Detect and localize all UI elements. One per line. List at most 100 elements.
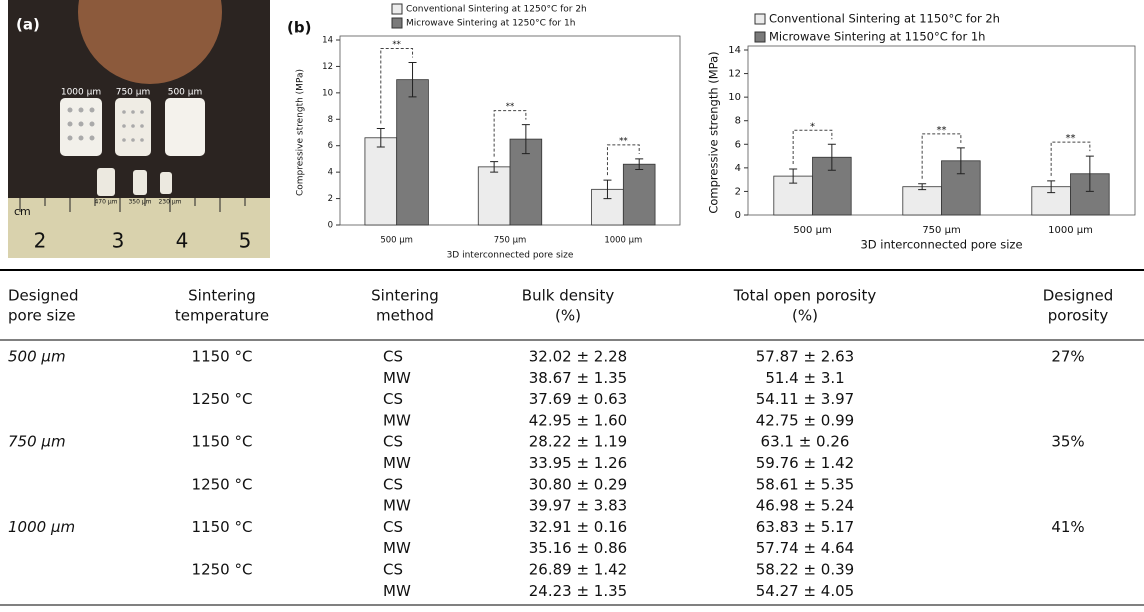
table-header: Designed — [8, 287, 79, 305]
table-cell: CS — [383, 433, 403, 451]
table-cell: 57.87 ± 2.63 — [756, 348, 854, 366]
x-tick-label: 1000 µm — [1048, 225, 1093, 236]
significance-label: ** — [506, 102, 515, 112]
table-header: Sintering — [188, 287, 256, 305]
significance-label: ** — [392, 40, 401, 50]
table-header: (%) — [792, 307, 818, 325]
table-cell: 27% — [1051, 348, 1084, 366]
table-cell: 750 μm — [8, 433, 66, 451]
bar — [365, 138, 397, 225]
table-cell: MW — [383, 369, 411, 387]
scaffold — [133, 170, 147, 195]
y-axis-label: Compressive strength (MPa) — [296, 69, 306, 196]
x-tick-label: 1000 µm — [604, 236, 642, 246]
y-tick-label: 14 — [728, 45, 741, 56]
legend-label: Conventional Sintering at 1150°C for 2h — [769, 12, 1000, 26]
table-cell: 1250 °C — [192, 475, 253, 493]
table-cell: 1250 °C — [192, 390, 253, 408]
ruler-number: 3 — [112, 229, 125, 253]
table-header: Designed — [1043, 287, 1114, 305]
table-header: temperature — [175, 307, 269, 325]
table-cell: 32.91 ± 0.16 — [529, 518, 627, 536]
legend-label: Conventional Sintering at 1250°C for 2h — [406, 5, 587, 15]
table-cell: 37.69 ± 0.63 — [529, 390, 627, 408]
table-cell: 38.67 ± 1.35 — [529, 369, 627, 387]
x-tick-label: 500 µm — [793, 225, 831, 236]
y-tick-label: 8 — [735, 116, 741, 127]
table-cell: 26.89 ± 1.42 — [529, 561, 627, 579]
significance-label: ** — [619, 136, 628, 146]
significance-label: ** — [1066, 133, 1076, 144]
table-cell: 41% — [1051, 518, 1084, 536]
table-cell: 54.11 ± 3.97 — [756, 390, 854, 408]
legend-swatch — [392, 4, 402, 14]
legend-swatch — [392, 18, 402, 28]
legend-swatch — [755, 32, 765, 42]
table-cell: 1150 °C — [192, 518, 253, 536]
y-tick-label: 4 — [735, 163, 741, 174]
photo-label: 500 µm — [168, 88, 203, 98]
significance-label: * — [810, 121, 815, 132]
table-cell: MW — [383, 539, 411, 557]
table-cell: 42.75 ± 0.99 — [756, 411, 854, 429]
y-axis-label: Compressive strength (MPa) — [707, 51, 721, 213]
photo-label: 470 µm — [94, 199, 117, 206]
table-cell: MW — [383, 411, 411, 429]
table-header: porosity — [1048, 307, 1109, 325]
bar — [903, 187, 942, 215]
y-tick-label: 6 — [328, 141, 333, 151]
photo-label: 350 µm — [128, 199, 151, 206]
table-cell: 58.61 ± 5.35 — [756, 475, 854, 493]
ruler-unit: cm — [14, 205, 31, 218]
table-cell: 58.22 ± 0.39 — [756, 561, 854, 579]
scaffold — [160, 172, 172, 194]
table-cell: 500 μm — [8, 348, 66, 366]
scaffold — [165, 98, 205, 156]
table-cell: 1250 °C — [192, 561, 253, 579]
photo-label: 1000 µm — [61, 88, 101, 98]
table-header: (%) — [555, 307, 581, 325]
x-tick-label: 750 µm — [494, 236, 527, 246]
table-cell: CS — [383, 390, 403, 408]
ruler-number: 5 — [239, 229, 252, 253]
table-cell: CS — [383, 348, 403, 366]
figure: (a) 1000 µm 750 µm 500 µm 470 µm 350 µm … — [0, 0, 1144, 612]
table-cell: 54.27 ± 4.05 — [756, 582, 854, 600]
table-cell: MW — [383, 497, 411, 515]
y-tick-label: 14 — [322, 36, 333, 46]
y-tick-label: 10 — [322, 88, 333, 98]
x-tick-label: 500 µm — [380, 236, 413, 246]
table-cell: 63.1 ± 0.26 — [761, 433, 850, 451]
y-tick-label: 0 — [735, 210, 741, 221]
table-cell: 63.83 ± 5.17 — [756, 518, 854, 536]
table-cell: 35.16 ± 0.86 — [529, 539, 627, 557]
x-tick-label: 750 µm — [922, 225, 960, 236]
table-cell: CS — [383, 518, 403, 536]
table-cell: 28.22 ± 1.19 — [529, 433, 627, 451]
table-cell: 24.23 ± 1.35 — [529, 582, 627, 600]
table-cell: 46.98 ± 5.24 — [756, 497, 854, 515]
table-cell: 39.97 ± 3.83 — [529, 497, 627, 515]
table-cell: 1150 °C — [192, 433, 253, 451]
table-header: Total open porosity — [733, 287, 877, 305]
photo-label: 750 µm — [116, 88, 151, 98]
table-cell: CS — [383, 475, 403, 493]
ruler-number: 4 — [176, 229, 189, 253]
y-tick-label: 2 — [328, 194, 333, 204]
y-tick-label: 10 — [728, 92, 741, 103]
y-tick-label: 6 — [735, 139, 741, 150]
table-header: pore size — [8, 307, 76, 325]
table-cell: 32.02 ± 2.28 — [529, 348, 627, 366]
bar — [397, 80, 429, 225]
x-axis-label: 3D interconnected pore size — [860, 238, 1022, 252]
table-cell: MW — [383, 582, 411, 600]
significance-bracket — [1051, 142, 1090, 176]
bar — [623, 164, 655, 225]
table-cell: 30.80 ± 0.29 — [529, 475, 627, 493]
panel-label: (b) — [287, 19, 311, 37]
legend-label: Microwave Sintering at 1150°C for 1h — [769, 30, 985, 44]
y-tick-label: 2 — [735, 186, 741, 197]
scaffold — [60, 98, 102, 156]
y-tick-label: 12 — [322, 62, 333, 72]
table-header: Bulk density — [522, 287, 615, 305]
